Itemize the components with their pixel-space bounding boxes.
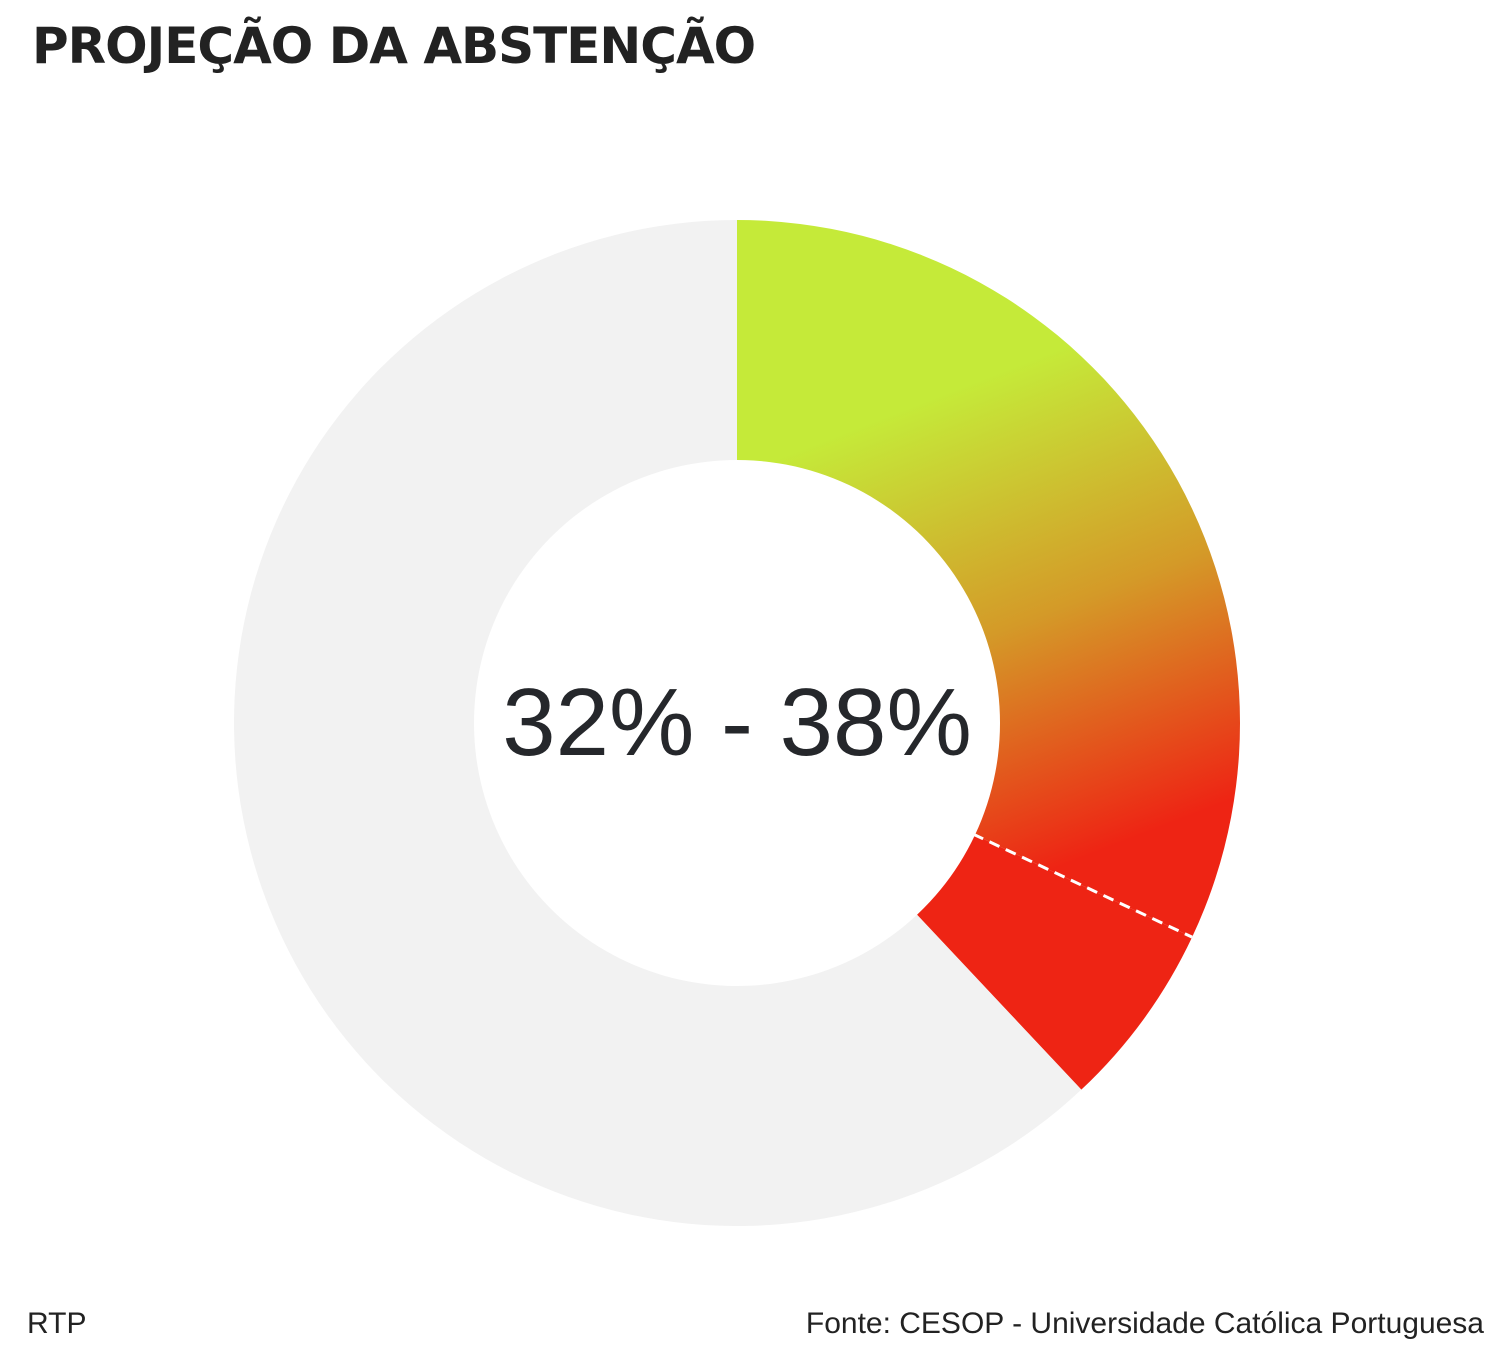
brand-label: RTP <box>27 1307 87 1340</box>
range-marker-line <box>972 832 1193 939</box>
source-label: Fonte: CESOP - Universidade Católica Por… <box>805 1307 1484 1340</box>
segment-remainder <box>233 220 1082 1226</box>
center-label: 32% - 38% <box>502 669 972 776</box>
chart-title: PROJEÇÃO DA ABSTENÇÃO <box>32 17 756 75</box>
segment-low-estimate <box>737 220 1240 938</box>
donut-segments <box>233 220 1240 1226</box>
segment-range <box>917 834 1193 1090</box>
